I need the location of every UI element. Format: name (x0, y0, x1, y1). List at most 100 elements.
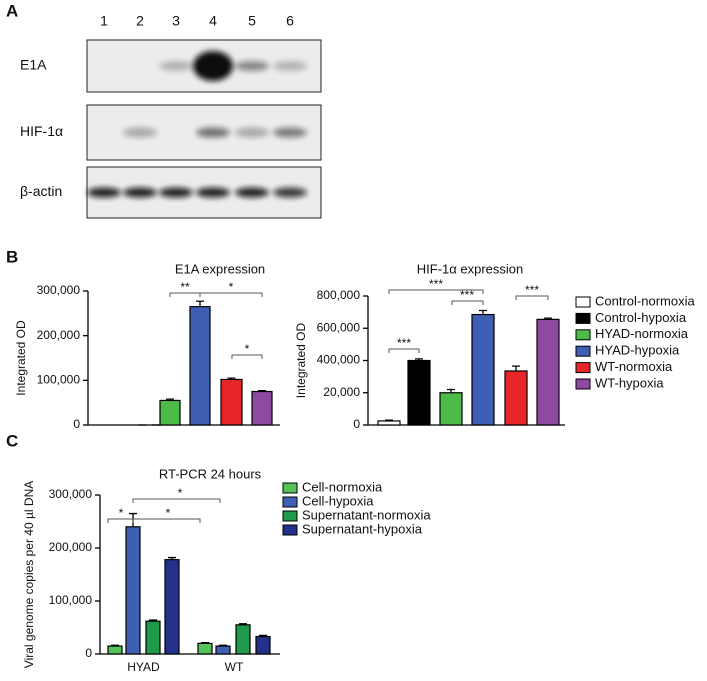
y-tick-label: 200,000 (37, 328, 81, 342)
bar (125, 526, 141, 655)
bar (439, 392, 463, 426)
y-tick-label: 0 (353, 417, 360, 431)
legend-label: Cell-hypoxia (302, 493, 374, 508)
band (235, 127, 269, 138)
significance-label: *** (429, 277, 443, 291)
error-bar (544, 317, 552, 320)
significance-label: * (178, 486, 183, 500)
legend-label: WT-normoxia (595, 359, 673, 374)
panel-label: C (6, 431, 18, 450)
error-bar (415, 358, 423, 361)
bar (536, 318, 560, 426)
error-bar (168, 556, 176, 560)
significance-label: *** (397, 336, 411, 350)
significance-label: *** (525, 283, 539, 297)
bar (107, 645, 123, 655)
error-bar (149, 619, 157, 622)
legend-label: Supernatant-hypoxia (302, 521, 423, 536)
error-bar (227, 377, 236, 380)
y-axis-label: Integrated OD (14, 320, 28, 396)
error-bar (447, 388, 455, 393)
band (235, 187, 269, 198)
chart-title: RT-PCR 24 hours (159, 466, 262, 481)
band (123, 187, 157, 198)
legend-swatch (575, 312, 591, 324)
band (196, 127, 230, 138)
bar (407, 359, 431, 426)
legend-swatch (282, 496, 298, 508)
lane-label: 5 (248, 13, 256, 29)
row-label: β-actin (20, 183, 62, 199)
legend-label: HYAD-hypoxia (595, 343, 680, 358)
x-tick-label: WT (225, 660, 244, 674)
bar (197, 642, 213, 655)
error-bar (111, 644, 119, 647)
error-bar (201, 641, 209, 644)
band (273, 127, 307, 138)
significance-label: * (245, 342, 250, 356)
y-tick-label: 100,000 (49, 593, 93, 607)
lane-label: 4 (209, 13, 217, 29)
significance-bracket (515, 295, 549, 300)
y-tick-label: 0 (73, 417, 80, 431)
bar (255, 635, 271, 655)
error-bar (219, 644, 227, 647)
legend-label: WT-hypoxia (595, 375, 664, 390)
y-axis-label: Integrated OD (294, 322, 308, 398)
error-bar (166, 398, 174, 401)
legend-label: Supernatant-normoxia (302, 507, 431, 522)
lane-label: 2 (136, 13, 144, 29)
band (87, 187, 121, 198)
y-tick-label: 0 (85, 646, 92, 660)
band (193, 51, 233, 81)
legend-swatch (575, 329, 591, 341)
y-tick-label: 20,000 (323, 385, 360, 399)
lane-label: 3 (172, 13, 180, 29)
y-tick-label: 300,000 (37, 283, 81, 297)
bar (145, 620, 161, 655)
error-bar (239, 623, 247, 625)
bar (164, 559, 180, 655)
bar (504, 370, 528, 426)
chart-title: HIF-1α expression (417, 261, 524, 276)
lane-label: 1 (100, 13, 108, 29)
legend-label: Cell-normoxia (302, 479, 383, 494)
bar (251, 390, 273, 426)
legend-label: HYAD-normoxia (595, 326, 689, 341)
error-bar (385, 419, 393, 421)
significance-label: * (119, 506, 124, 520)
significance-label: ** (180, 280, 190, 294)
legend-label: Control-normoxia (595, 293, 695, 308)
band (273, 187, 307, 198)
row-label: E1A (20, 57, 47, 73)
bar (471, 313, 495, 426)
y-tick-label: 100,000 (37, 373, 81, 387)
legend-swatch (575, 296, 591, 308)
significance-bracket (199, 292, 263, 297)
y-axis-label: Viral genome copies per 40 µl DNA (22, 481, 36, 668)
legend-swatch (575, 345, 591, 357)
significance-bracket (388, 348, 420, 353)
bar (235, 624, 251, 655)
bar (215, 645, 231, 655)
x-tick-label: HYAD (127, 660, 160, 674)
significance-bracket (132, 498, 221, 503)
error-bar (259, 634, 267, 637)
significance-bracket (231, 354, 263, 359)
y-tick-label: 400,000 (317, 353, 361, 367)
bar (377, 420, 401, 426)
y-tick-label: 200,000 (49, 540, 93, 554)
bar (189, 306, 211, 426)
y-tick-label: 600,000 (317, 320, 361, 334)
row-label: HIF-1α (20, 123, 63, 139)
bar (220, 378, 243, 426)
bar (159, 399, 181, 426)
panel-label: B (6, 247, 18, 266)
chart-title: E1A expression (175, 261, 265, 276)
legend-label: Control-hypoxia (595, 310, 687, 325)
significance-bracket (132, 518, 201, 523)
band (235, 61, 269, 71)
legend-swatch (575, 378, 591, 390)
error-bar (196, 300, 204, 307)
error-bar (258, 389, 266, 392)
